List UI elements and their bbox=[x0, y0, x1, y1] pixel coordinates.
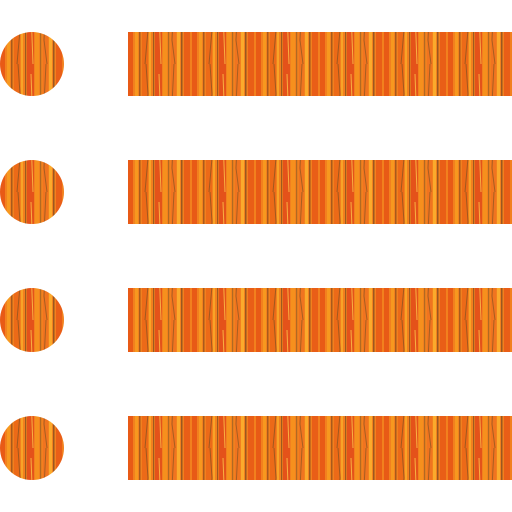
list-row bbox=[0, 416, 512, 480]
bullet bbox=[0, 160, 64, 224]
line-bar bbox=[128, 288, 512, 352]
list-row bbox=[0, 160, 512, 224]
list-row bbox=[0, 288, 512, 352]
line-bar bbox=[128, 32, 512, 96]
bullet bbox=[0, 32, 64, 96]
line-bar bbox=[128, 160, 512, 224]
bullet bbox=[0, 288, 64, 352]
bullet bbox=[0, 416, 64, 480]
line-bar bbox=[128, 416, 512, 480]
list-row bbox=[0, 32, 512, 96]
